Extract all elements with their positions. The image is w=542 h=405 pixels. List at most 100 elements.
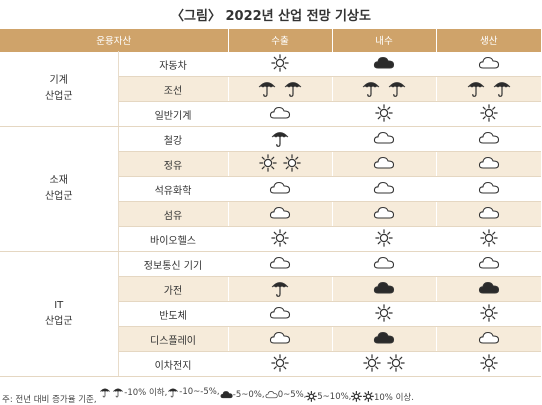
sun-icon xyxy=(480,103,498,122)
cloud-icon xyxy=(478,180,500,195)
export-forecast xyxy=(227,51,332,77)
legend-text: 10% 이상. xyxy=(373,392,414,403)
table-row: IT 산업군 정보통신 기기 xyxy=(0,251,541,377)
umbrella-icon xyxy=(112,382,124,402)
group-label: 소재 산업군 xyxy=(0,126,119,252)
footnote: 주: 전년 대비 증가율 기준, -10% 이하, -10~-5%, -5~0%… xyxy=(2,382,414,405)
sun-icon xyxy=(259,153,277,172)
sun-icon xyxy=(387,353,405,372)
cloud-icon xyxy=(478,155,500,170)
domestic-forecast xyxy=(331,251,436,277)
production-forecast xyxy=(435,276,541,302)
sun-icon xyxy=(480,228,498,247)
sun-icon xyxy=(271,228,289,247)
industry-name: 반도체 xyxy=(118,301,228,327)
umbrella-icon xyxy=(361,78,381,98)
production-forecast xyxy=(435,326,541,352)
production-forecast xyxy=(435,301,541,327)
cloud-icon xyxy=(373,155,395,170)
cloud-icon xyxy=(478,130,500,145)
export-forecast xyxy=(227,326,332,352)
cloud-icon xyxy=(269,330,291,345)
production-forecast xyxy=(435,76,541,102)
industry-name: 섬유 xyxy=(118,201,228,227)
group-label: 기계 산업군 xyxy=(0,51,119,127)
dark-cloud-icon xyxy=(373,330,395,345)
industry-name: 가전 xyxy=(118,276,228,302)
dark-cloud-icon xyxy=(220,387,233,402)
umbrella-icon xyxy=(167,382,179,402)
domestic-forecast xyxy=(331,176,436,202)
sun-icon xyxy=(480,353,498,372)
table-row: 정유 xyxy=(0,151,541,177)
umbrella-icon xyxy=(387,78,407,98)
cloud-icon xyxy=(265,387,278,402)
export-forecast xyxy=(227,201,332,227)
umbrella-icon xyxy=(466,78,486,98)
production-forecast xyxy=(435,51,541,77)
legend-item: -5~0%, xyxy=(220,387,265,402)
table-row: 바이오헬스 xyxy=(0,226,541,252)
domestic-forecast xyxy=(331,101,436,127)
header-production: 생산 xyxy=(435,29,541,52)
production-forecast xyxy=(435,226,541,252)
sun-icon xyxy=(375,228,393,247)
legend-text: -10~-5%, xyxy=(179,387,220,397)
industry-name: 일반기계 xyxy=(118,101,228,127)
industry-name: 이차전지 xyxy=(118,351,228,377)
production-forecast xyxy=(435,176,541,202)
umbrella-icon xyxy=(492,78,512,98)
header-category: 운용자산 xyxy=(0,29,228,52)
legend-item: -10~-5%, xyxy=(167,382,220,402)
domestic-forecast xyxy=(331,351,436,377)
cloud-icon xyxy=(373,205,395,220)
domestic-forecast xyxy=(331,76,436,102)
sun-icon xyxy=(480,303,498,322)
industry-name: 철강 xyxy=(117,126,228,152)
export-forecast xyxy=(227,126,332,152)
header-export: 수출 xyxy=(227,29,332,52)
dark-cloud-icon xyxy=(373,280,395,295)
figure-title: 〈그림〉 2022년 산업 전망 기상도 xyxy=(171,9,371,24)
forecast-table: 운용자산 수출 내수 생산 기계 산업군 자동차 조선 일반기계 소재 산업군 철강 정… xyxy=(0,29,541,377)
footnote-prefix: 주: 전년 대비 증가율 기준, xyxy=(2,395,100,405)
header-domestic: 내수 xyxy=(331,29,436,52)
export-forecast xyxy=(227,251,332,277)
umbrella-icon xyxy=(257,78,277,98)
cloud-icon xyxy=(478,330,500,345)
group-label: IT 산업군 xyxy=(0,251,119,377)
cloud-icon xyxy=(269,255,291,270)
sun-icon xyxy=(375,303,393,322)
production-forecast xyxy=(435,251,541,277)
production-forecast xyxy=(435,351,541,377)
header-row: 운용자산 수출 내수 생산 xyxy=(0,29,541,52)
production-forecast xyxy=(435,101,541,127)
legend-item: 5~10%, xyxy=(306,391,351,402)
export-forecast xyxy=(227,276,332,302)
sun-icon xyxy=(283,153,301,172)
table-row: 일반기계 xyxy=(0,101,541,127)
cloud-icon xyxy=(269,105,291,120)
export-forecast xyxy=(227,226,332,252)
domestic-forecast xyxy=(331,151,436,177)
domestic-forecast xyxy=(331,226,436,252)
sun-icon xyxy=(271,53,289,72)
export-forecast xyxy=(227,76,332,102)
umbrella-icon xyxy=(270,278,290,298)
domestic-forecast xyxy=(331,201,436,227)
legend-text: -5~0%, xyxy=(232,389,265,400)
industry-name: 석유화학 xyxy=(118,176,228,202)
sun-icon xyxy=(363,353,381,372)
export-forecast xyxy=(227,351,332,377)
umbrella-icon xyxy=(270,128,290,148)
industry-name: 바이오헬스 xyxy=(118,226,228,252)
sun-icon xyxy=(363,391,374,402)
export-forecast xyxy=(227,151,332,177)
industry-name: 자동차 xyxy=(117,51,228,77)
sun-icon xyxy=(351,391,363,402)
table-body: 기계 산업군 자동차 조선 일반기계 소재 산업군 철강 정유 석유화학 섬유 바이오헬스 IT… xyxy=(0,51,541,377)
cloud-icon xyxy=(373,180,395,195)
cloud-icon xyxy=(269,305,291,320)
umbrella-icon xyxy=(283,78,303,98)
cloud-icon xyxy=(269,205,291,220)
